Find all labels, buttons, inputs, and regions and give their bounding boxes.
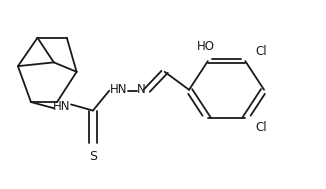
- Text: HO: HO: [197, 40, 215, 53]
- Text: N: N: [137, 83, 145, 96]
- Text: Cl: Cl: [255, 45, 267, 58]
- Text: HN: HN: [110, 83, 128, 96]
- Text: Cl: Cl: [255, 121, 267, 134]
- Text: S: S: [89, 150, 97, 163]
- Text: HN: HN: [53, 100, 71, 113]
